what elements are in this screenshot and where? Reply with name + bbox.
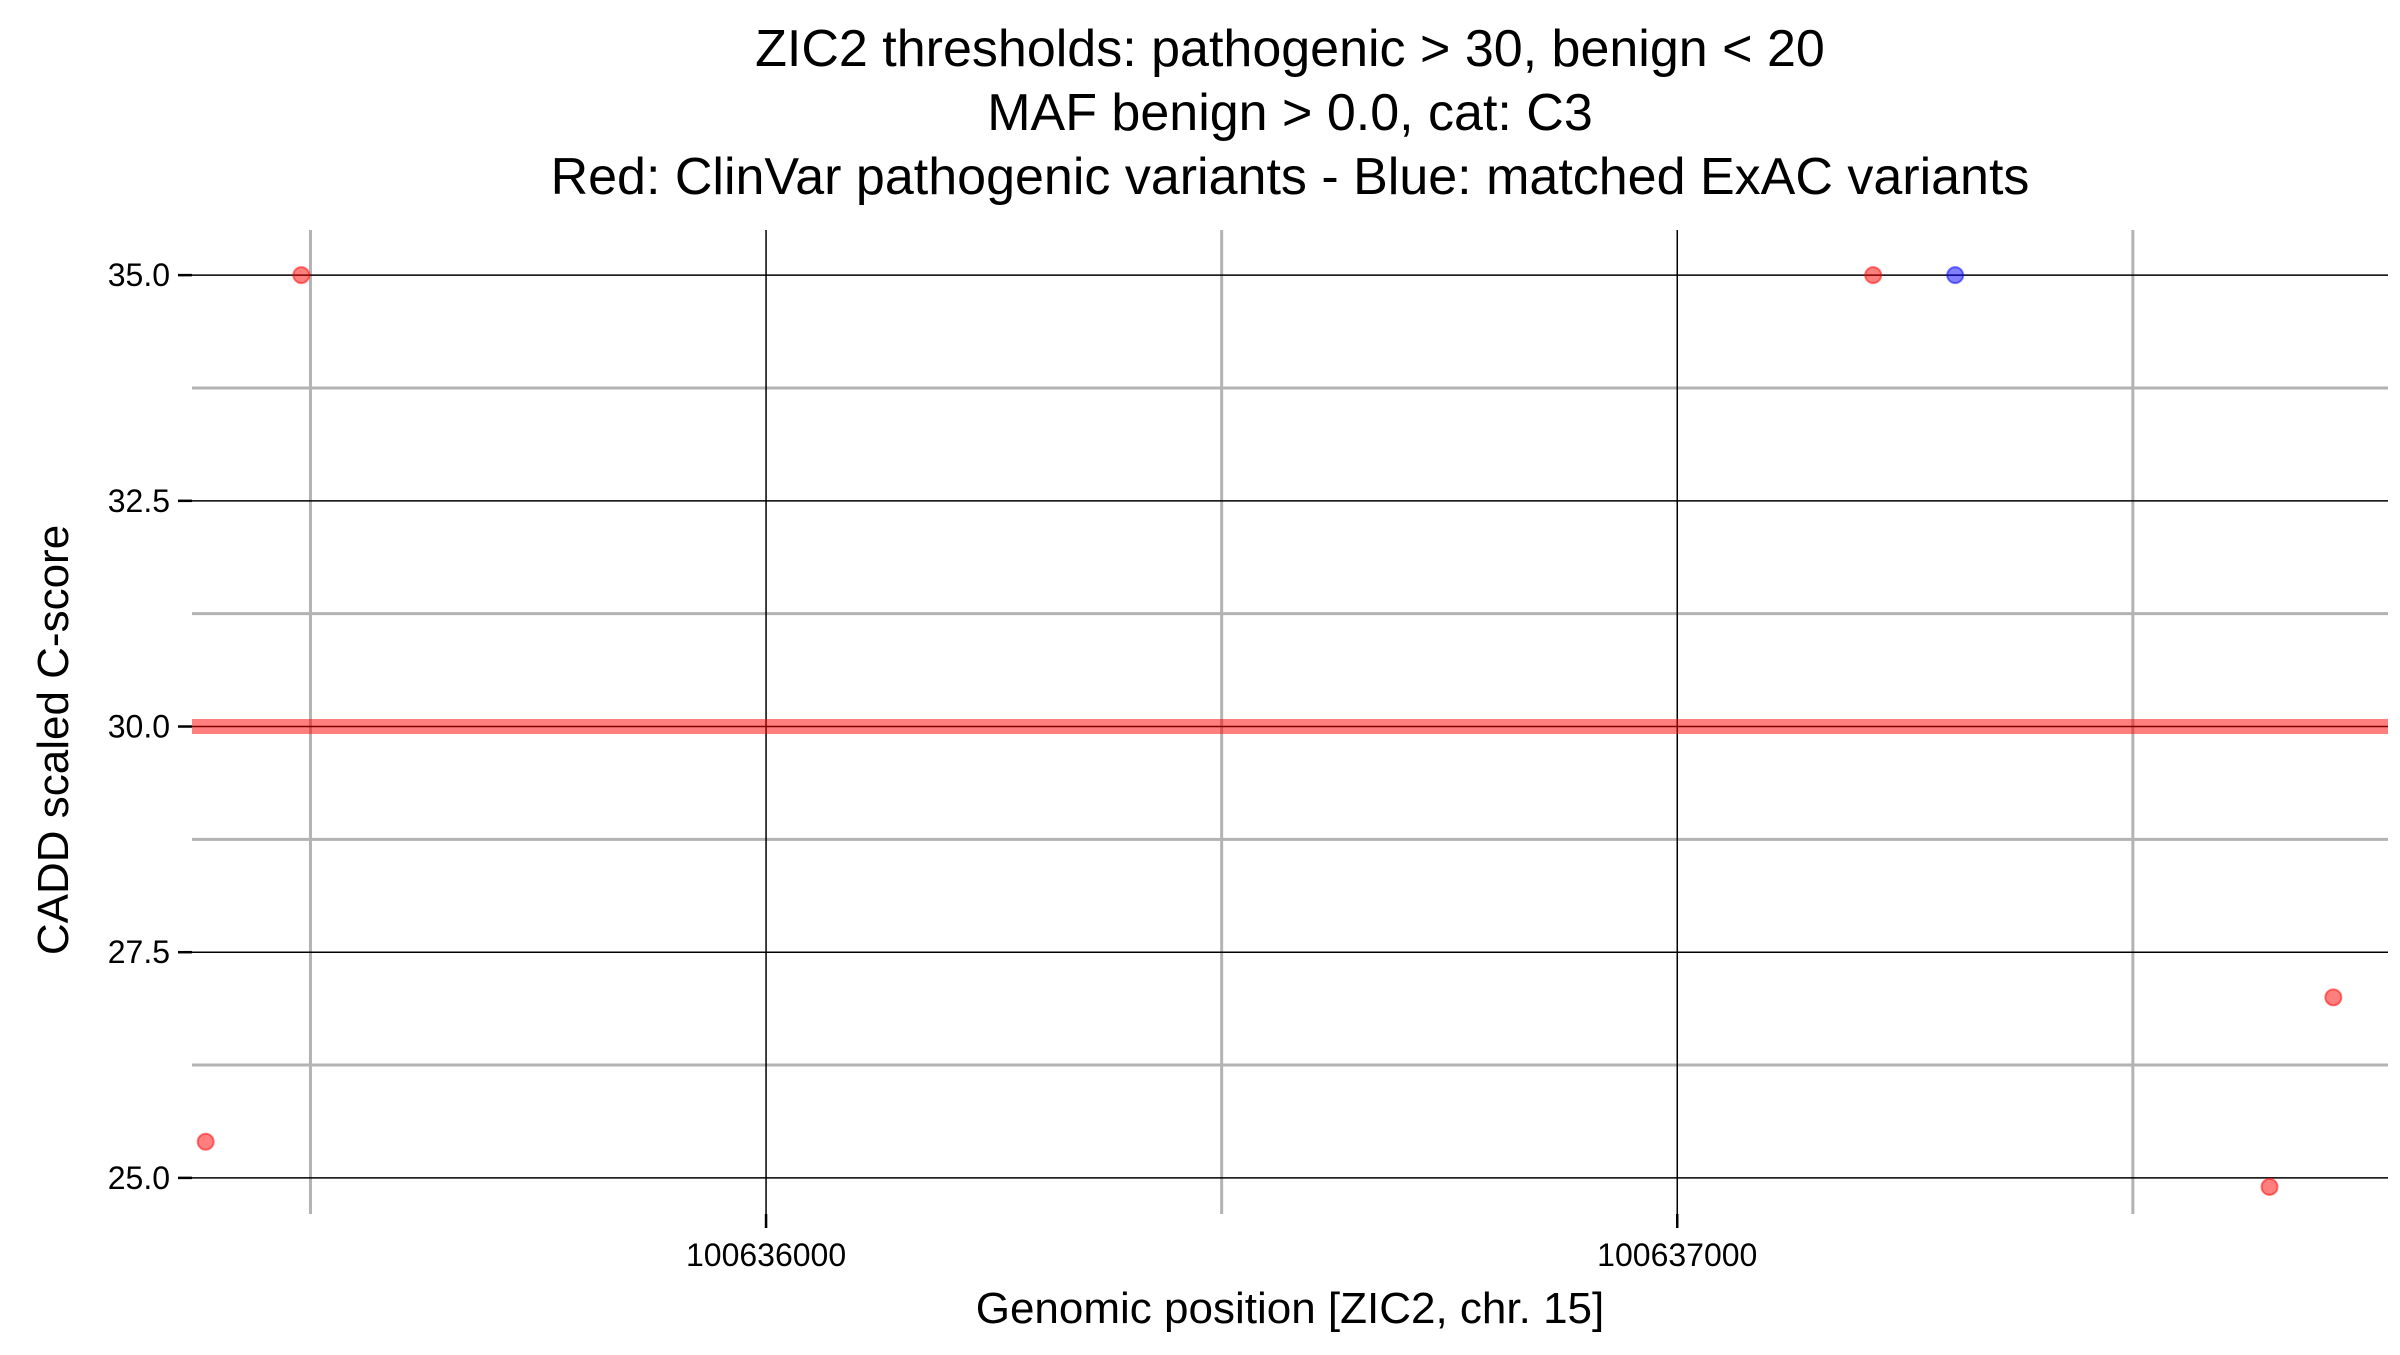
data-point-series0-2 [1864, 266, 1883, 285]
data-point-series0-0 [292, 266, 311, 285]
y-tick-label-3: 32.5 [108, 483, 170, 519]
y-tick-label-4: 35.0 [108, 257, 170, 293]
data-point-series0-4 [2260, 1177, 2279, 1196]
x-tick-label-1: 100637000 [1597, 1237, 1757, 1273]
minor-gridlines [192, 230, 2388, 1214]
y-tick-label-1: 27.5 [108, 934, 170, 970]
y-axis-label: CADD scaled C-score [29, 525, 78, 955]
x-tick-label-0: 100636000 [686, 1237, 846, 1273]
y-tick-label-0: 25.0 [108, 1160, 170, 1196]
data-points [196, 266, 2343, 1196]
tick-labels: 25.0 27.5 30.0 32.5 35.0 100636000 100637000 [108, 257, 1758, 1273]
axis-ticks [178, 273, 1679, 1228]
y-tick-label-2: 30.0 [108, 709, 170, 745]
chart-title-line-2: MAF benign > 0.0, cat: C3 [987, 84, 1593, 142]
data-point-series0-1 [196, 1132, 215, 1151]
chart-title-line-1: ZIC2 thresholds: pathogenic > 30, benign… [755, 20, 1825, 78]
data-point-series1-0 [1946, 266, 1965, 285]
x-axis-label: Genomic position [ZIC2, chr. 15] [976, 1284, 1605, 1333]
data-point-series0-3 [2324, 988, 2343, 1007]
chart-title: ZIC2 thresholds: pathogenic > 30, benign… [551, 20, 2030, 206]
chart-title-line-3: Red: ClinVar pathogenic variants - Blue:… [551, 148, 2030, 206]
